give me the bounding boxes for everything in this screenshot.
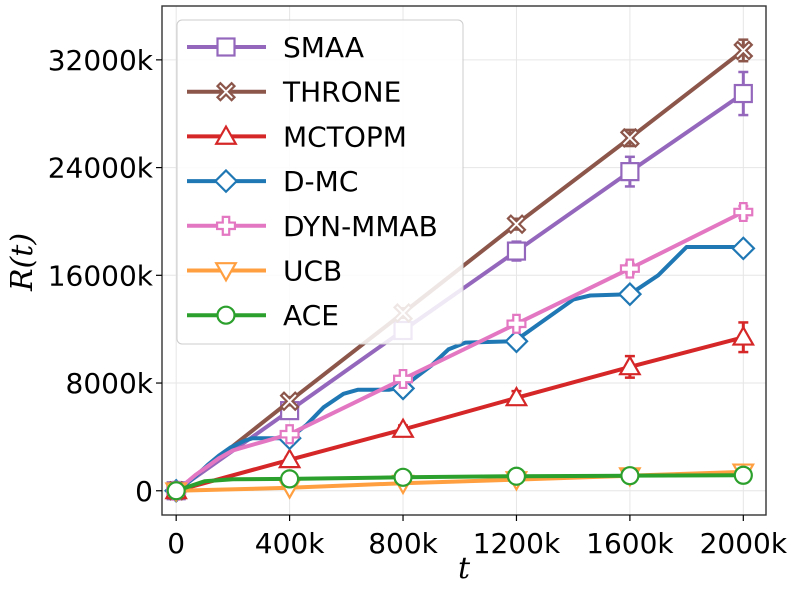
legend-marker: [216, 37, 236, 57]
legend-box: [176, 19, 464, 345]
x-tick-label: 2000k: [700, 527, 788, 560]
x-tick-label: 1600k: [586, 527, 674, 560]
data-point: [504, 329, 529, 354]
y-tick-label: 8000k: [66, 367, 154, 400]
data-point: [620, 162, 640, 182]
data-point: [504, 385, 529, 407]
data-point: [618, 354, 642, 376]
plot-frame: [161, 5, 767, 516]
legend-marker: [215, 81, 237, 102]
y-tick-label: 16000k: [48, 259, 154, 292]
legend-label: SMAA: [283, 31, 364, 64]
legend-marker: [216, 305, 236, 325]
legend-item-dyn-mmab: DYN-MMAB: [187, 210, 438, 243]
data-point: [506, 241, 527, 261]
axis-ticks: 0 400k 800k 1200k 1600k 2000k 0 8000k 16000k 2400…: [48, 44, 788, 560]
legend-marker: [213, 168, 239, 194]
x-tick-label: 0: [167, 527, 185, 560]
data-point: [277, 447, 302, 469]
data-point: [733, 83, 753, 104]
legend-item-smaa: SMAA: [187, 31, 364, 64]
data-point: [391, 417, 415, 438]
y-tick-label: 0: [135, 475, 153, 508]
data-point: [619, 258, 640, 279]
legend-item-d-mc: D-MC: [187, 165, 358, 198]
data-point: [166, 481, 186, 501]
legend-label: THRONE: [282, 76, 401, 109]
data-point: [617, 281, 643, 307]
series-ace: [166, 465, 753, 501]
legend-marker: [214, 262, 238, 283]
data-point: [733, 465, 753, 485]
legend: SMAA THRONE MCTOPM D-MC DYN-MMAB UCB ACE: [176, 19, 464, 345]
data-point: [279, 424, 300, 445]
data-point: [731, 325, 755, 346]
legend-item-mctopm: MCTOPM: [187, 120, 407, 153]
data-point: [279, 391, 300, 412]
data-point: [619, 127, 640, 149]
data-point: [393, 368, 414, 390]
legend-label: UCB: [283, 255, 342, 288]
y-tick-label: 32000k: [48, 44, 154, 77]
data-point: [393, 467, 413, 487]
series-line-ace: [174, 473, 746, 493]
legend-marker: [215, 215, 237, 236]
data-point: [506, 313, 527, 334]
legend-label: MCTOPM: [283, 120, 407, 153]
data-point: [620, 466, 640, 486]
legend-item-ace: ACE: [187, 299, 339, 332]
legend-label: ACE: [283, 299, 339, 332]
series-line-d-mc: [174, 245, 746, 493]
data-point: [280, 469, 300, 489]
data-point: [506, 466, 527, 486]
series-mctopm: [164, 321, 755, 500]
y-tick-label: 24000k: [48, 152, 154, 185]
x-tick-label: 400k: [255, 527, 325, 560]
x-axis-label: t: [458, 551, 471, 586]
data-point: [506, 214, 527, 235]
y-axis-label: R(t): [5, 233, 40, 292]
legend-label: DYN-MMAB: [283, 210, 438, 243]
data-point: [731, 236, 756, 261]
legend-label: D-MC: [283, 165, 358, 198]
series-line-mctopm: [174, 335, 746, 493]
x-tick-label: 1200k: [473, 527, 561, 560]
legend-marker: [214, 124, 238, 145]
series-layer: [163, 38, 756, 503]
x-tick-label: 800k: [368, 527, 438, 560]
data-point: [733, 40, 754, 61]
legend-item-throne: THRONE: [187, 76, 401, 109]
legend-item-ucb: UCB: [187, 255, 342, 288]
data-point: [733, 201, 754, 223]
